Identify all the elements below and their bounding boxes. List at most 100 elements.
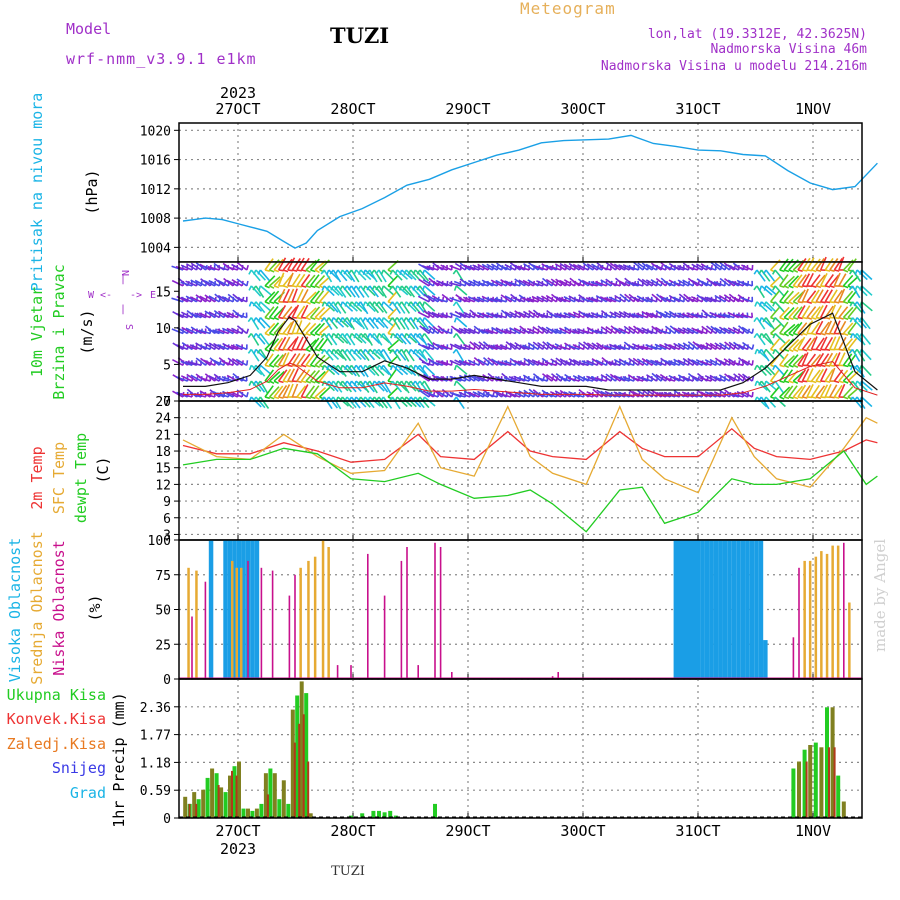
wind-barb-flag xyxy=(758,333,763,339)
wind-barb-flag xyxy=(763,285,767,291)
wind-barb xyxy=(328,317,339,330)
wind-barb-flag xyxy=(403,269,407,275)
wind-barb xyxy=(792,371,805,382)
wind-barb xyxy=(314,322,326,335)
wind-barb-flag xyxy=(802,332,808,336)
wind-barb xyxy=(337,301,347,314)
cloud-ylabel-high: Visoka Oblacnost xyxy=(6,538,24,683)
wind-barb xyxy=(641,278,653,287)
wind-barb xyxy=(613,391,626,398)
wind-barb-flag xyxy=(258,285,262,291)
wind-barb xyxy=(355,269,367,281)
ytick-label: 3 xyxy=(163,528,171,543)
wind-barb xyxy=(277,305,287,318)
wind-barb xyxy=(309,323,322,335)
wind-barb-flag xyxy=(339,269,344,275)
wind-barb xyxy=(435,343,448,351)
wind-barb-flag xyxy=(797,396,803,399)
wind-barb-flag xyxy=(264,301,270,305)
wind-barb xyxy=(171,265,184,271)
wind-barb-flag xyxy=(310,396,316,400)
wind-barb xyxy=(692,341,703,351)
cloud-bar xyxy=(848,602,851,679)
wind-barb xyxy=(259,285,272,296)
wind-barb-flag xyxy=(256,380,262,386)
wind-barb xyxy=(323,364,336,376)
wind-barb-flag xyxy=(380,364,385,370)
wind-barb-flag xyxy=(806,301,813,304)
wind-barb xyxy=(455,317,468,328)
wind-barb xyxy=(654,264,667,271)
wind-barb xyxy=(801,257,811,271)
wind-barb-flag xyxy=(256,348,262,354)
wind-barb xyxy=(706,325,717,335)
cloud-bar xyxy=(336,665,339,679)
wind-barb xyxy=(631,296,644,303)
wind-barb-flag xyxy=(314,348,321,352)
wind-barb xyxy=(783,290,795,303)
wind-barb xyxy=(614,294,626,303)
wind-barb xyxy=(190,262,202,271)
wind-barb xyxy=(405,332,418,344)
wind-barb xyxy=(382,348,392,362)
wind-barb xyxy=(521,297,534,303)
wind-barb xyxy=(318,337,329,350)
wind-barb xyxy=(824,257,834,271)
wind-barb xyxy=(820,321,830,334)
wind-barb xyxy=(300,289,309,303)
wind-barb xyxy=(291,336,299,350)
wind-barb xyxy=(476,296,489,303)
wind-barb-flag xyxy=(811,380,817,384)
credit: made by Angel xyxy=(871,539,889,652)
wind-barb-flag xyxy=(330,349,335,355)
wind-barb xyxy=(622,264,635,271)
wind-barb xyxy=(467,391,480,398)
wind-barb xyxy=(591,263,603,271)
wind-barb-flag xyxy=(389,269,394,275)
wind-barb xyxy=(422,326,434,335)
wind-barb-flag xyxy=(772,333,776,339)
wind-barb xyxy=(189,312,202,319)
wind-barb xyxy=(599,345,612,351)
wind-barb xyxy=(838,336,847,350)
wind-barb xyxy=(824,336,834,350)
wind-barb xyxy=(458,359,471,367)
wind-barb xyxy=(410,348,422,360)
wind-barb xyxy=(455,333,466,346)
wind-barb-flag xyxy=(421,317,426,323)
wind-barb-flag xyxy=(253,349,257,355)
cloud-bar xyxy=(803,560,806,679)
wind-barb xyxy=(824,369,834,382)
wind-barb-flag xyxy=(314,332,321,337)
wind-barb xyxy=(287,368,296,382)
wind-barb xyxy=(779,386,791,398)
temp-ylabel-2m: 2m Temp xyxy=(28,446,46,509)
wind-barb-flag xyxy=(305,364,312,368)
cloud-bar xyxy=(704,540,710,679)
wind-barb-flag xyxy=(753,364,758,371)
wind-barb xyxy=(341,301,354,312)
wind-barb-flag xyxy=(834,316,840,320)
wind-barb xyxy=(540,313,553,319)
wind-barb xyxy=(637,389,649,398)
wind-barb-flag xyxy=(389,365,394,371)
wind-barb xyxy=(378,285,387,299)
wind-barb-flag xyxy=(838,285,844,288)
wind-barb xyxy=(485,393,498,398)
wind-barb xyxy=(478,341,489,351)
wind-barb xyxy=(829,274,840,287)
wind-barb-flag xyxy=(416,364,421,370)
wind-barb xyxy=(756,301,768,312)
wind-barb xyxy=(559,327,571,335)
wind-barb xyxy=(617,345,630,351)
wind-barb-flag xyxy=(301,269,307,272)
wind-barb xyxy=(645,311,658,319)
wind-barb-flag xyxy=(825,285,831,288)
wind-barb-flag xyxy=(772,301,776,307)
wind-barb-flag xyxy=(339,365,344,371)
wind-barb xyxy=(649,312,662,319)
wind-barb-flag xyxy=(402,285,407,291)
wind-barb xyxy=(586,359,598,367)
wind-barb-flag xyxy=(375,348,380,354)
wind-barb xyxy=(788,275,800,287)
